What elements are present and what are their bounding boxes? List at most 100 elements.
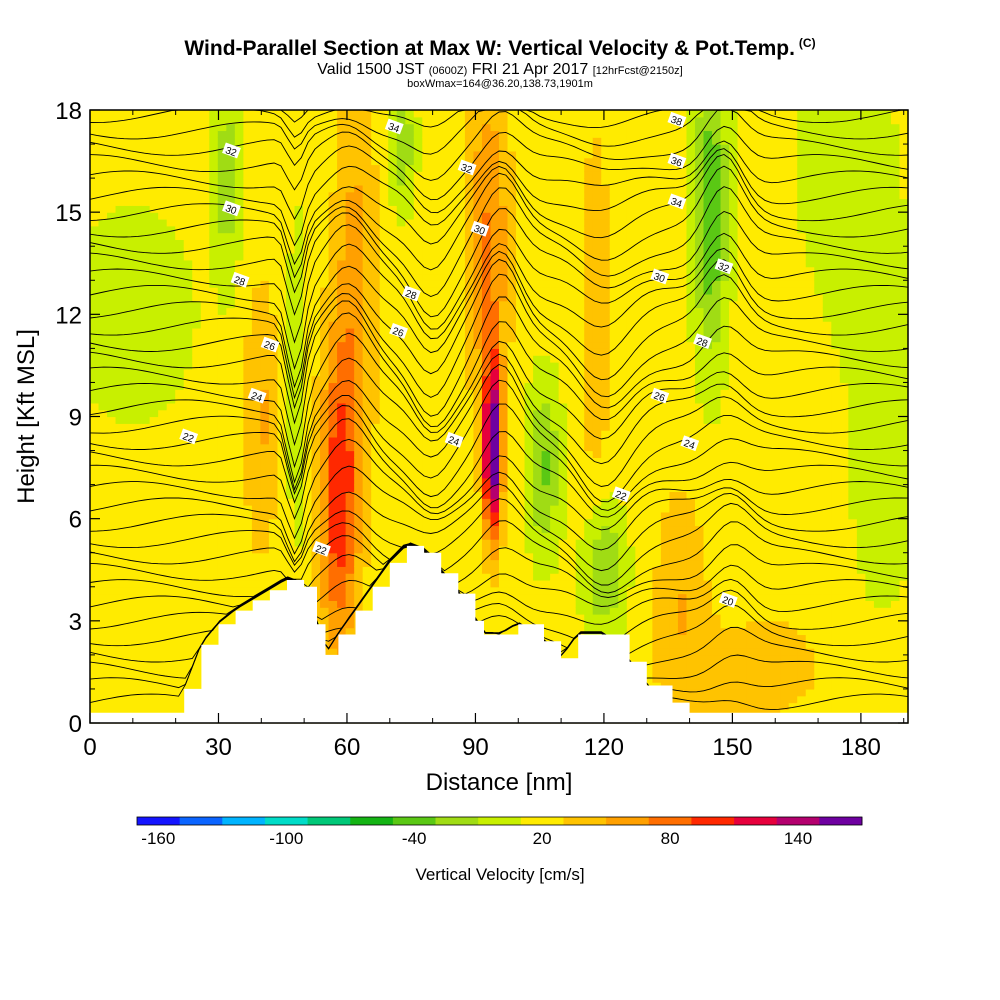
velocity-cell: [251, 259, 262, 268]
velocity-cell: [277, 341, 287, 349]
velocity-cell: [405, 416, 415, 424]
velocity-cell: [371, 552, 381, 561]
velocity-cell: [481, 280, 492, 288]
velocity-cell: [209, 566, 219, 574]
velocity-cell: [328, 532, 338, 540]
velocity-cell: [98, 123, 108, 132]
velocity-cell: [379, 314, 389, 322]
velocity-cell: [490, 477, 500, 486]
velocity-cell: [388, 314, 398, 322]
velocity-cell: [149, 246, 159, 254]
velocity-cell: [422, 382, 432, 390]
velocity-cell: [277, 566, 287, 574]
velocity-cell: [303, 341, 313, 349]
velocity-cell: [311, 137, 321, 145]
velocity-cell: [141, 688, 151, 697]
velocity-cell: [175, 586, 185, 595]
velocity-cell: [541, 396, 551, 404]
velocity-cell: [200, 586, 210, 595]
velocity-cell: [260, 212, 270, 220]
velocity-cell: [422, 423, 432, 431]
velocity-cell: [328, 157, 338, 166]
velocity-cell: [337, 110, 347, 118]
velocity-cell: [124, 116, 134, 125]
velocity-cell: [107, 436, 117, 445]
velocity-cell: [303, 164, 313, 172]
velocity-cell: [90, 586, 100, 595]
velocity-cell: [328, 416, 338, 424]
velocity-cell: [268, 130, 279, 138]
velocity-cell: [107, 702, 117, 710]
velocity-cell: [115, 552, 125, 561]
velocity-cell: [175, 450, 185, 458]
velocity-cell: [447, 293, 457, 302]
velocity-cell: [311, 287, 321, 295]
velocity-cell: [90, 327, 100, 336]
velocity-cell: [234, 389, 244, 397]
velocity-cell: [320, 116, 330, 125]
velocity-cell: [456, 573, 466, 581]
velocity-cell: [371, 137, 381, 145]
velocity-cell: [192, 348, 202, 356]
velocity-cell: [311, 307, 321, 315]
velocity-cell: [422, 212, 432, 220]
velocity-cell: [294, 314, 304, 322]
velocity-cell: [166, 348, 176, 356]
velocity-cell: [524, 137, 534, 145]
velocity-cell: [430, 116, 440, 125]
velocity-cell: [183, 300, 193, 309]
velocity-cell: [260, 239, 270, 247]
velocity-cell: [217, 477, 227, 486]
velocity-cell: [277, 184, 287, 193]
velocity-cell: [388, 382, 398, 390]
velocity-cell: [362, 130, 372, 138]
velocity-cell: [277, 171, 287, 179]
velocity-cell: [243, 518, 253, 527]
velocity-cell: [516, 334, 526, 343]
velocity-cell: [405, 191, 415, 200]
velocity-cell: [226, 348, 236, 356]
velocity-cell: [158, 266, 168, 275]
velocity-cell: [192, 607, 202, 615]
velocity-cell: [499, 246, 509, 254]
velocity-cell: [499, 375, 509, 384]
velocity-cell: [473, 307, 483, 315]
velocity-cell: [90, 634, 100, 642]
velocity-cell: [481, 144, 492, 152]
velocity-cell: [192, 137, 202, 145]
velocity-cell: [166, 464, 176, 472]
velocity-cell: [149, 566, 159, 574]
velocity-cell: [337, 559, 347, 567]
velocity-cell: [550, 477, 560, 486]
velocity-cell: [430, 457, 440, 465]
velocity-cell: [183, 389, 193, 397]
velocity-cell: [294, 225, 304, 234]
velocity-cell: [413, 253, 423, 261]
velocity-cell: [251, 178, 262, 186]
velocity-cell: [481, 191, 492, 200]
velocity-cell: [166, 368, 176, 377]
velocity-cell: [132, 225, 142, 234]
velocity-cell: [115, 321, 125, 329]
velocity-cell: [132, 157, 142, 166]
velocity-cell: [422, 287, 432, 295]
velocity-cell: [541, 573, 551, 581]
velocity-cell: [456, 477, 466, 486]
velocity-cell: [107, 409, 117, 418]
velocity-cell: [550, 470, 560, 479]
velocity-cell: [209, 273, 219, 281]
velocity-cell: [354, 368, 364, 377]
velocity-cell: [158, 430, 168, 438]
velocity-cell: [430, 205, 440, 213]
velocity-cell: [464, 498, 475, 506]
velocity-cell: [141, 402, 151, 411]
velocity-cell: [533, 321, 543, 329]
velocity-cell: [464, 484, 475, 493]
velocity-cell: [516, 355, 526, 363]
velocity-cell: [464, 409, 475, 418]
velocity-cell: [200, 130, 210, 138]
velocity-cell: [533, 579, 543, 588]
velocity-cell: [337, 314, 347, 322]
velocity-cell: [209, 505, 219, 513]
velocity-cell: [243, 593, 253, 601]
